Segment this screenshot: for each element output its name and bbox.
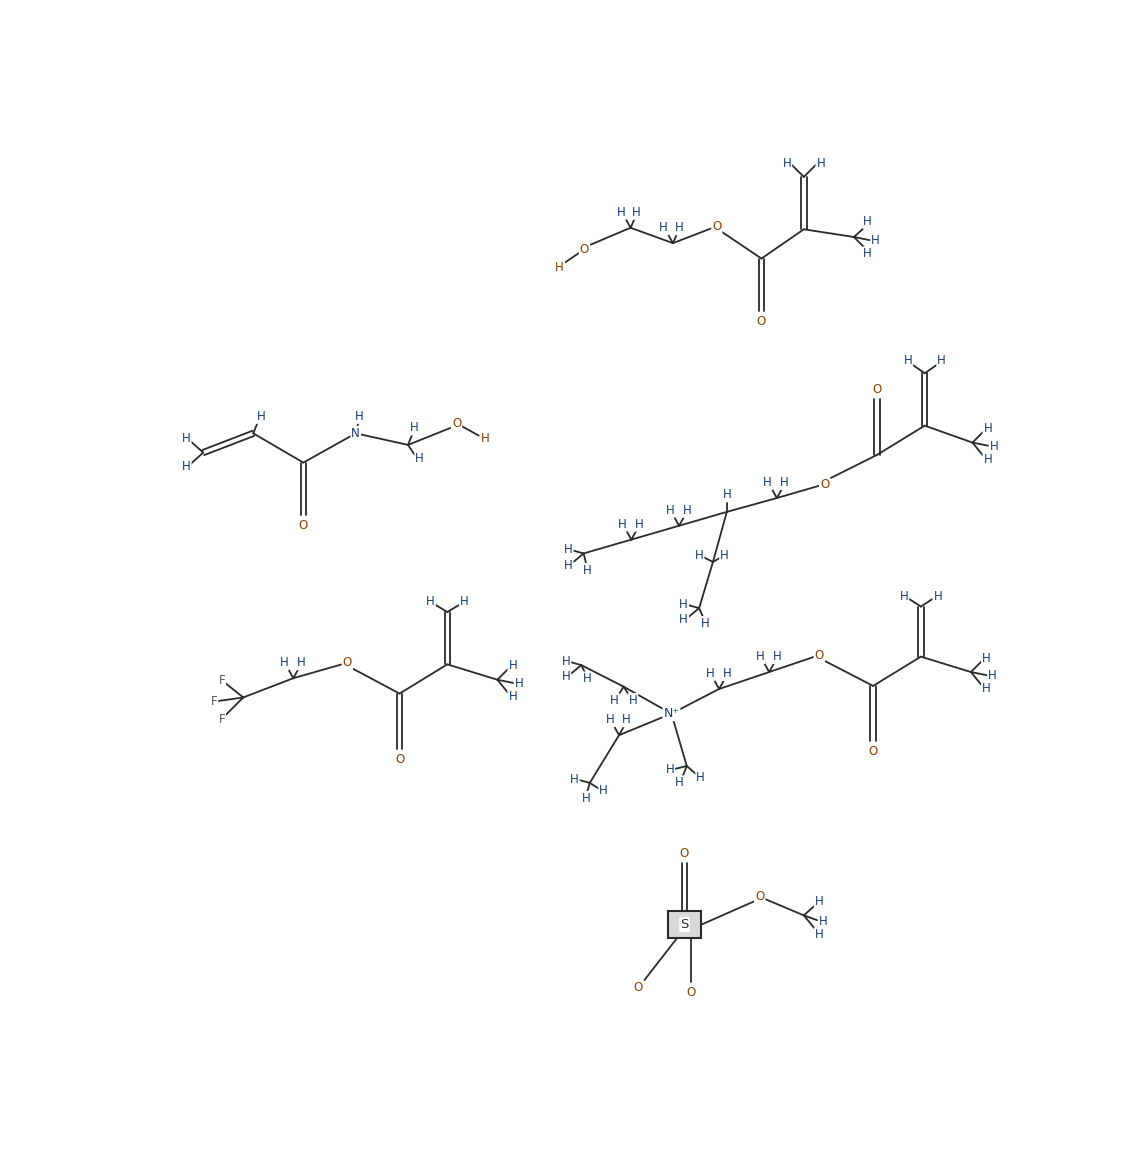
Text: H: H: [783, 157, 791, 169]
Text: H: H: [984, 454, 993, 466]
Text: H: H: [984, 422, 993, 435]
Text: H: H: [815, 896, 824, 908]
Text: H: H: [509, 690, 517, 703]
Text: O: O: [680, 847, 689, 861]
Text: H: H: [695, 550, 704, 563]
Text: H: H: [755, 650, 764, 664]
Text: H: H: [988, 669, 997, 682]
Text: H: H: [864, 247, 872, 261]
Text: O: O: [686, 986, 695, 999]
Text: H: H: [632, 205, 641, 219]
Text: H: H: [599, 784, 608, 797]
Text: H: H: [674, 222, 683, 234]
Text: H: H: [982, 682, 990, 696]
Text: H: H: [815, 928, 824, 941]
Text: H: H: [564, 543, 573, 556]
Text: H: H: [665, 763, 674, 776]
Text: F: F: [218, 712, 225, 725]
Text: O: O: [755, 891, 764, 904]
Text: H: H: [415, 452, 424, 465]
Text: H: H: [582, 792, 590, 805]
Text: H: H: [634, 517, 644, 531]
Text: H: H: [622, 713, 631, 726]
Text: H: H: [722, 667, 731, 680]
Text: H: H: [933, 590, 942, 603]
Text: O: O: [580, 242, 589, 256]
Text: H: H: [257, 409, 266, 423]
Text: H: H: [899, 590, 908, 603]
Text: O: O: [299, 520, 308, 532]
Text: H: H: [426, 595, 435, 608]
Text: O: O: [633, 981, 642, 994]
Text: H: H: [561, 670, 570, 683]
Text: H: H: [280, 657, 289, 669]
Text: H: H: [297, 657, 306, 669]
Text: H: H: [583, 673, 592, 686]
Text: O: O: [820, 478, 830, 491]
Text: H: H: [696, 771, 705, 784]
Text: F: F: [218, 674, 225, 687]
Text: H: H: [871, 234, 880, 247]
Text: O: O: [815, 648, 824, 661]
Text: H: H: [570, 773, 578, 785]
Text: O: O: [868, 745, 877, 757]
Text: H: H: [659, 222, 669, 234]
Text: H: H: [772, 650, 782, 664]
Text: H: H: [720, 550, 729, 563]
Text: H: H: [629, 694, 638, 708]
Text: H: H: [722, 488, 731, 501]
Text: H: H: [410, 421, 419, 435]
Text: O: O: [452, 416, 461, 430]
Text: H: H: [864, 215, 872, 229]
Bar: [667, 911, 702, 938]
Text: H: H: [665, 503, 674, 517]
Text: O: O: [395, 753, 404, 766]
Text: H: H: [763, 476, 772, 490]
Text: O: O: [712, 219, 721, 233]
Text: S: S: [680, 918, 689, 931]
Text: H: H: [561, 654, 570, 668]
Text: H: H: [705, 667, 714, 680]
Text: H: H: [515, 677, 524, 690]
Text: H: H: [682, 503, 691, 517]
Text: N⁺: N⁺: [663, 708, 679, 720]
Text: O: O: [342, 657, 351, 669]
Text: H: H: [817, 157, 825, 169]
Text: H: H: [617, 205, 625, 219]
Text: H: H: [937, 354, 946, 367]
Text: N: N: [351, 427, 361, 440]
Text: H: H: [181, 433, 191, 445]
Text: F: F: [211, 695, 217, 708]
Text: H: H: [679, 597, 688, 611]
Text: H: H: [819, 915, 827, 928]
Text: H: H: [617, 517, 626, 531]
Text: H: H: [982, 652, 990, 665]
Text: H: H: [181, 461, 191, 473]
Text: H: H: [989, 440, 998, 452]
Text: H: H: [509, 659, 517, 673]
Text: H: H: [610, 694, 618, 708]
Text: H: H: [583, 564, 592, 577]
Text: H: H: [480, 433, 489, 445]
Text: H: H: [556, 261, 564, 274]
Text: H: H: [679, 614, 688, 626]
Text: H: H: [674, 776, 683, 790]
Text: H: H: [355, 409, 364, 423]
Text: O: O: [873, 383, 882, 396]
Text: H: H: [564, 558, 573, 572]
Text: H: H: [780, 476, 788, 490]
Text: H: H: [606, 713, 614, 726]
Text: H: H: [460, 595, 469, 608]
Text: H: H: [701, 617, 710, 630]
Text: O: O: [756, 316, 766, 328]
Text: H: H: [904, 354, 912, 367]
